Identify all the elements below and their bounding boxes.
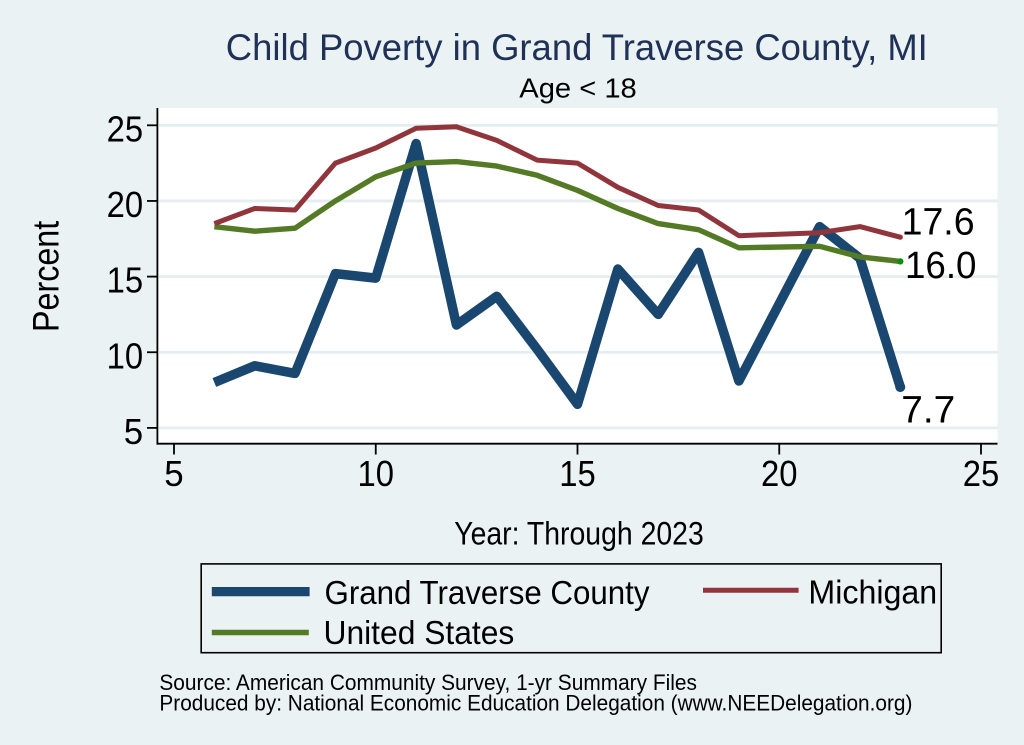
svg-text:7.7: 7.7 — [901, 389, 955, 432]
svg-text:20: 20 — [761, 453, 798, 494]
svg-text:17.6: 17.6 — [902, 200, 975, 243]
svg-text:Age < 18: Age < 18 — [519, 72, 637, 103]
svg-text:United States: United States — [324, 615, 515, 652]
svg-text:Source: American Community Sur: Source: American Community Survey, 1-yr … — [159, 670, 697, 695]
svg-text:25: 25 — [107, 108, 144, 149]
svg-text:Michigan: Michigan — [808, 574, 937, 611]
svg-text:10: 10 — [107, 335, 144, 376]
svg-text:10: 10 — [358, 453, 395, 494]
svg-text:5: 5 — [124, 411, 143, 452]
svg-text:16.0: 16.0 — [905, 244, 977, 287]
svg-text:15: 15 — [559, 453, 596, 494]
svg-text:20: 20 — [107, 184, 144, 225]
svg-text:Child Poverty in Grand Travers: Child Poverty in Grand Traverse County, … — [226, 26, 928, 68]
svg-text:Year: Through 2023: Year: Through 2023 — [454, 516, 704, 552]
svg-text:Grand Traverse County: Grand Traverse County — [325, 575, 650, 612]
svg-text:Produced by: National Economic: Produced by: National Economic Education… — [159, 691, 912, 716]
svg-text:5: 5 — [164, 453, 183, 494]
svg-text:15: 15 — [107, 260, 144, 301]
svg-text:Percent: Percent — [24, 220, 66, 332]
svg-text:25: 25 — [963, 453, 1000, 494]
